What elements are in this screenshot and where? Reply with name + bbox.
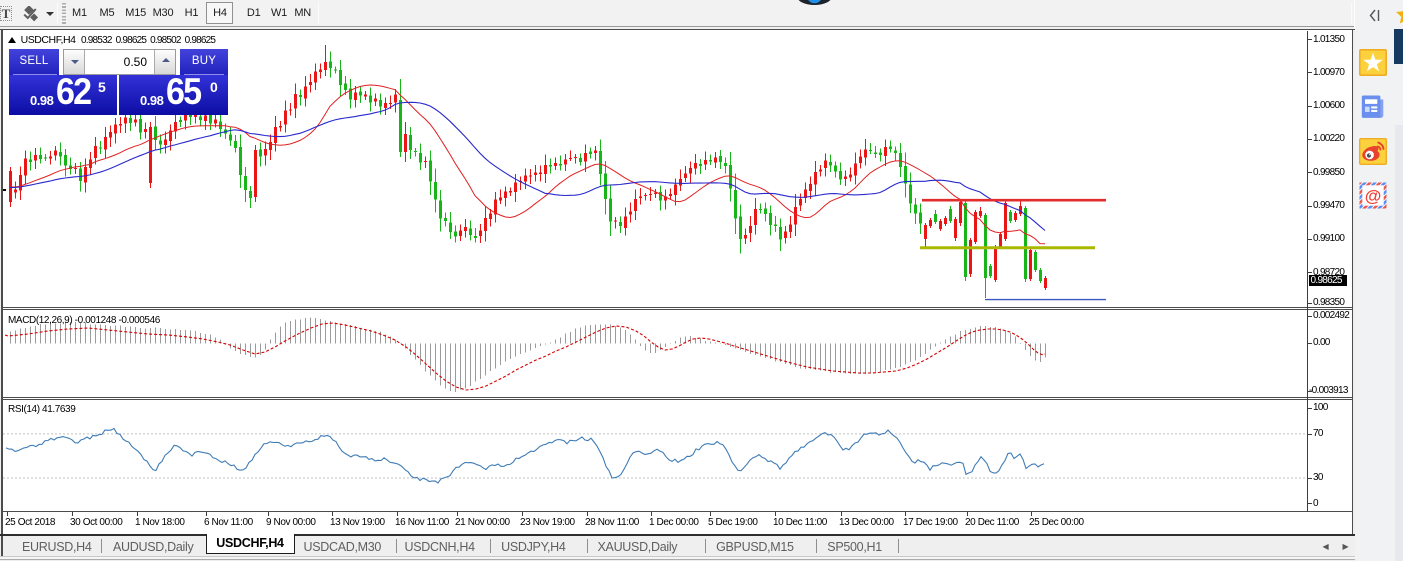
svg-text:@: @ bbox=[1365, 187, 1382, 206]
